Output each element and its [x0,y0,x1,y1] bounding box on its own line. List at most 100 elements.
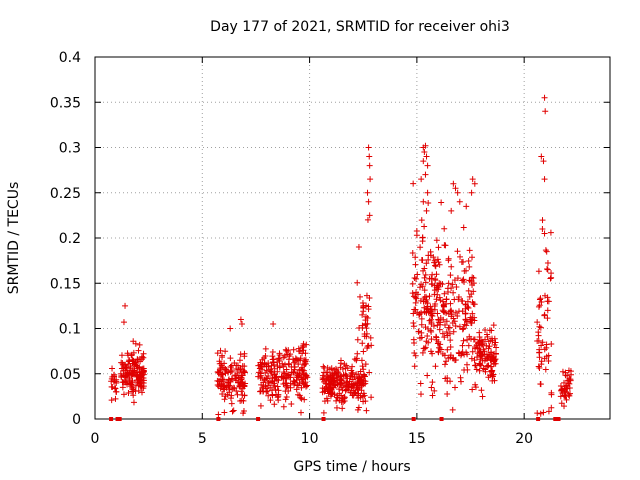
data-point [294,382,301,389]
data-point [125,389,132,396]
data-point [545,408,552,415]
data-point [488,367,495,374]
data-point [479,340,486,347]
data-point [540,158,547,165]
data-point [428,384,435,391]
data-point [446,330,453,337]
data-point [548,274,555,281]
data-point [451,277,458,284]
data-point [427,327,434,334]
data-point [476,329,483,336]
data-point [418,176,425,183]
data-point [452,356,459,363]
data-point [534,319,541,326]
data-point [127,365,134,372]
data-point [290,346,297,353]
data-point [479,393,486,400]
data-point [267,384,274,391]
data-point [227,355,234,362]
data-point [122,364,129,371]
data-point [136,341,143,348]
data-point [447,343,454,350]
data-point [338,398,345,405]
data-point [338,377,345,384]
data-point [138,389,145,396]
data-point [487,372,494,379]
data-point [272,386,279,393]
data-point [537,324,544,331]
data-point [272,374,279,381]
data-point [283,347,290,354]
data-point [537,410,544,417]
data-point [467,335,474,342]
data-point [435,259,442,266]
data-point [412,352,419,359]
data-point [331,381,338,388]
data-point [481,348,488,355]
data-point [303,372,310,379]
zero-marker [109,417,114,421]
data-point [444,378,451,385]
data-point [465,305,472,312]
data-point [429,281,436,288]
data-point [454,275,461,282]
data-point [359,363,366,370]
data-point [355,244,362,251]
data-point [424,189,431,196]
data-point [301,396,308,403]
data-point [492,339,499,346]
data-point [536,365,543,372]
data-point [488,327,495,334]
data-point [140,350,147,357]
data-point [424,372,431,379]
data-point [459,326,466,333]
data-point [412,299,419,306]
data-point [128,379,135,386]
y-tick-label: 0.4 [59,50,81,66]
data-point [264,375,271,382]
data-point [545,298,552,305]
data-point [237,316,244,323]
data-point [223,384,230,391]
data-point [465,342,472,349]
data-point [257,402,264,409]
data-point [118,352,125,359]
data-point [238,388,245,395]
data-point [428,348,435,355]
data-point [480,365,487,372]
data-point [424,300,431,307]
data-point [130,362,137,369]
data-point [121,373,128,380]
data-point [469,386,476,393]
data-point [468,355,475,362]
data-point [433,296,440,303]
data-point [536,296,543,303]
data-point [275,355,282,362]
data-point [304,382,311,389]
data-point [331,366,338,373]
data-point [367,176,374,183]
data-point [364,345,371,351]
data-point [413,295,420,302]
data-point [469,254,475,261]
data-point [266,378,273,385]
data-point [491,377,498,384]
data-point [217,347,224,354]
data-point [459,277,466,284]
data-point [410,319,417,326]
data-point [268,362,275,369]
data-point [270,382,277,389]
data-point [454,313,461,320]
data-point [548,404,555,411]
data-point [462,305,469,312]
data-point [438,199,445,206]
data-point [478,362,485,369]
data-point [267,368,274,375]
data-point [536,323,543,330]
data-point [411,275,418,282]
data-point [139,371,146,378]
data-point [434,310,441,317]
data-point [491,360,498,367]
data-point [476,342,483,349]
data-point [113,388,120,395]
